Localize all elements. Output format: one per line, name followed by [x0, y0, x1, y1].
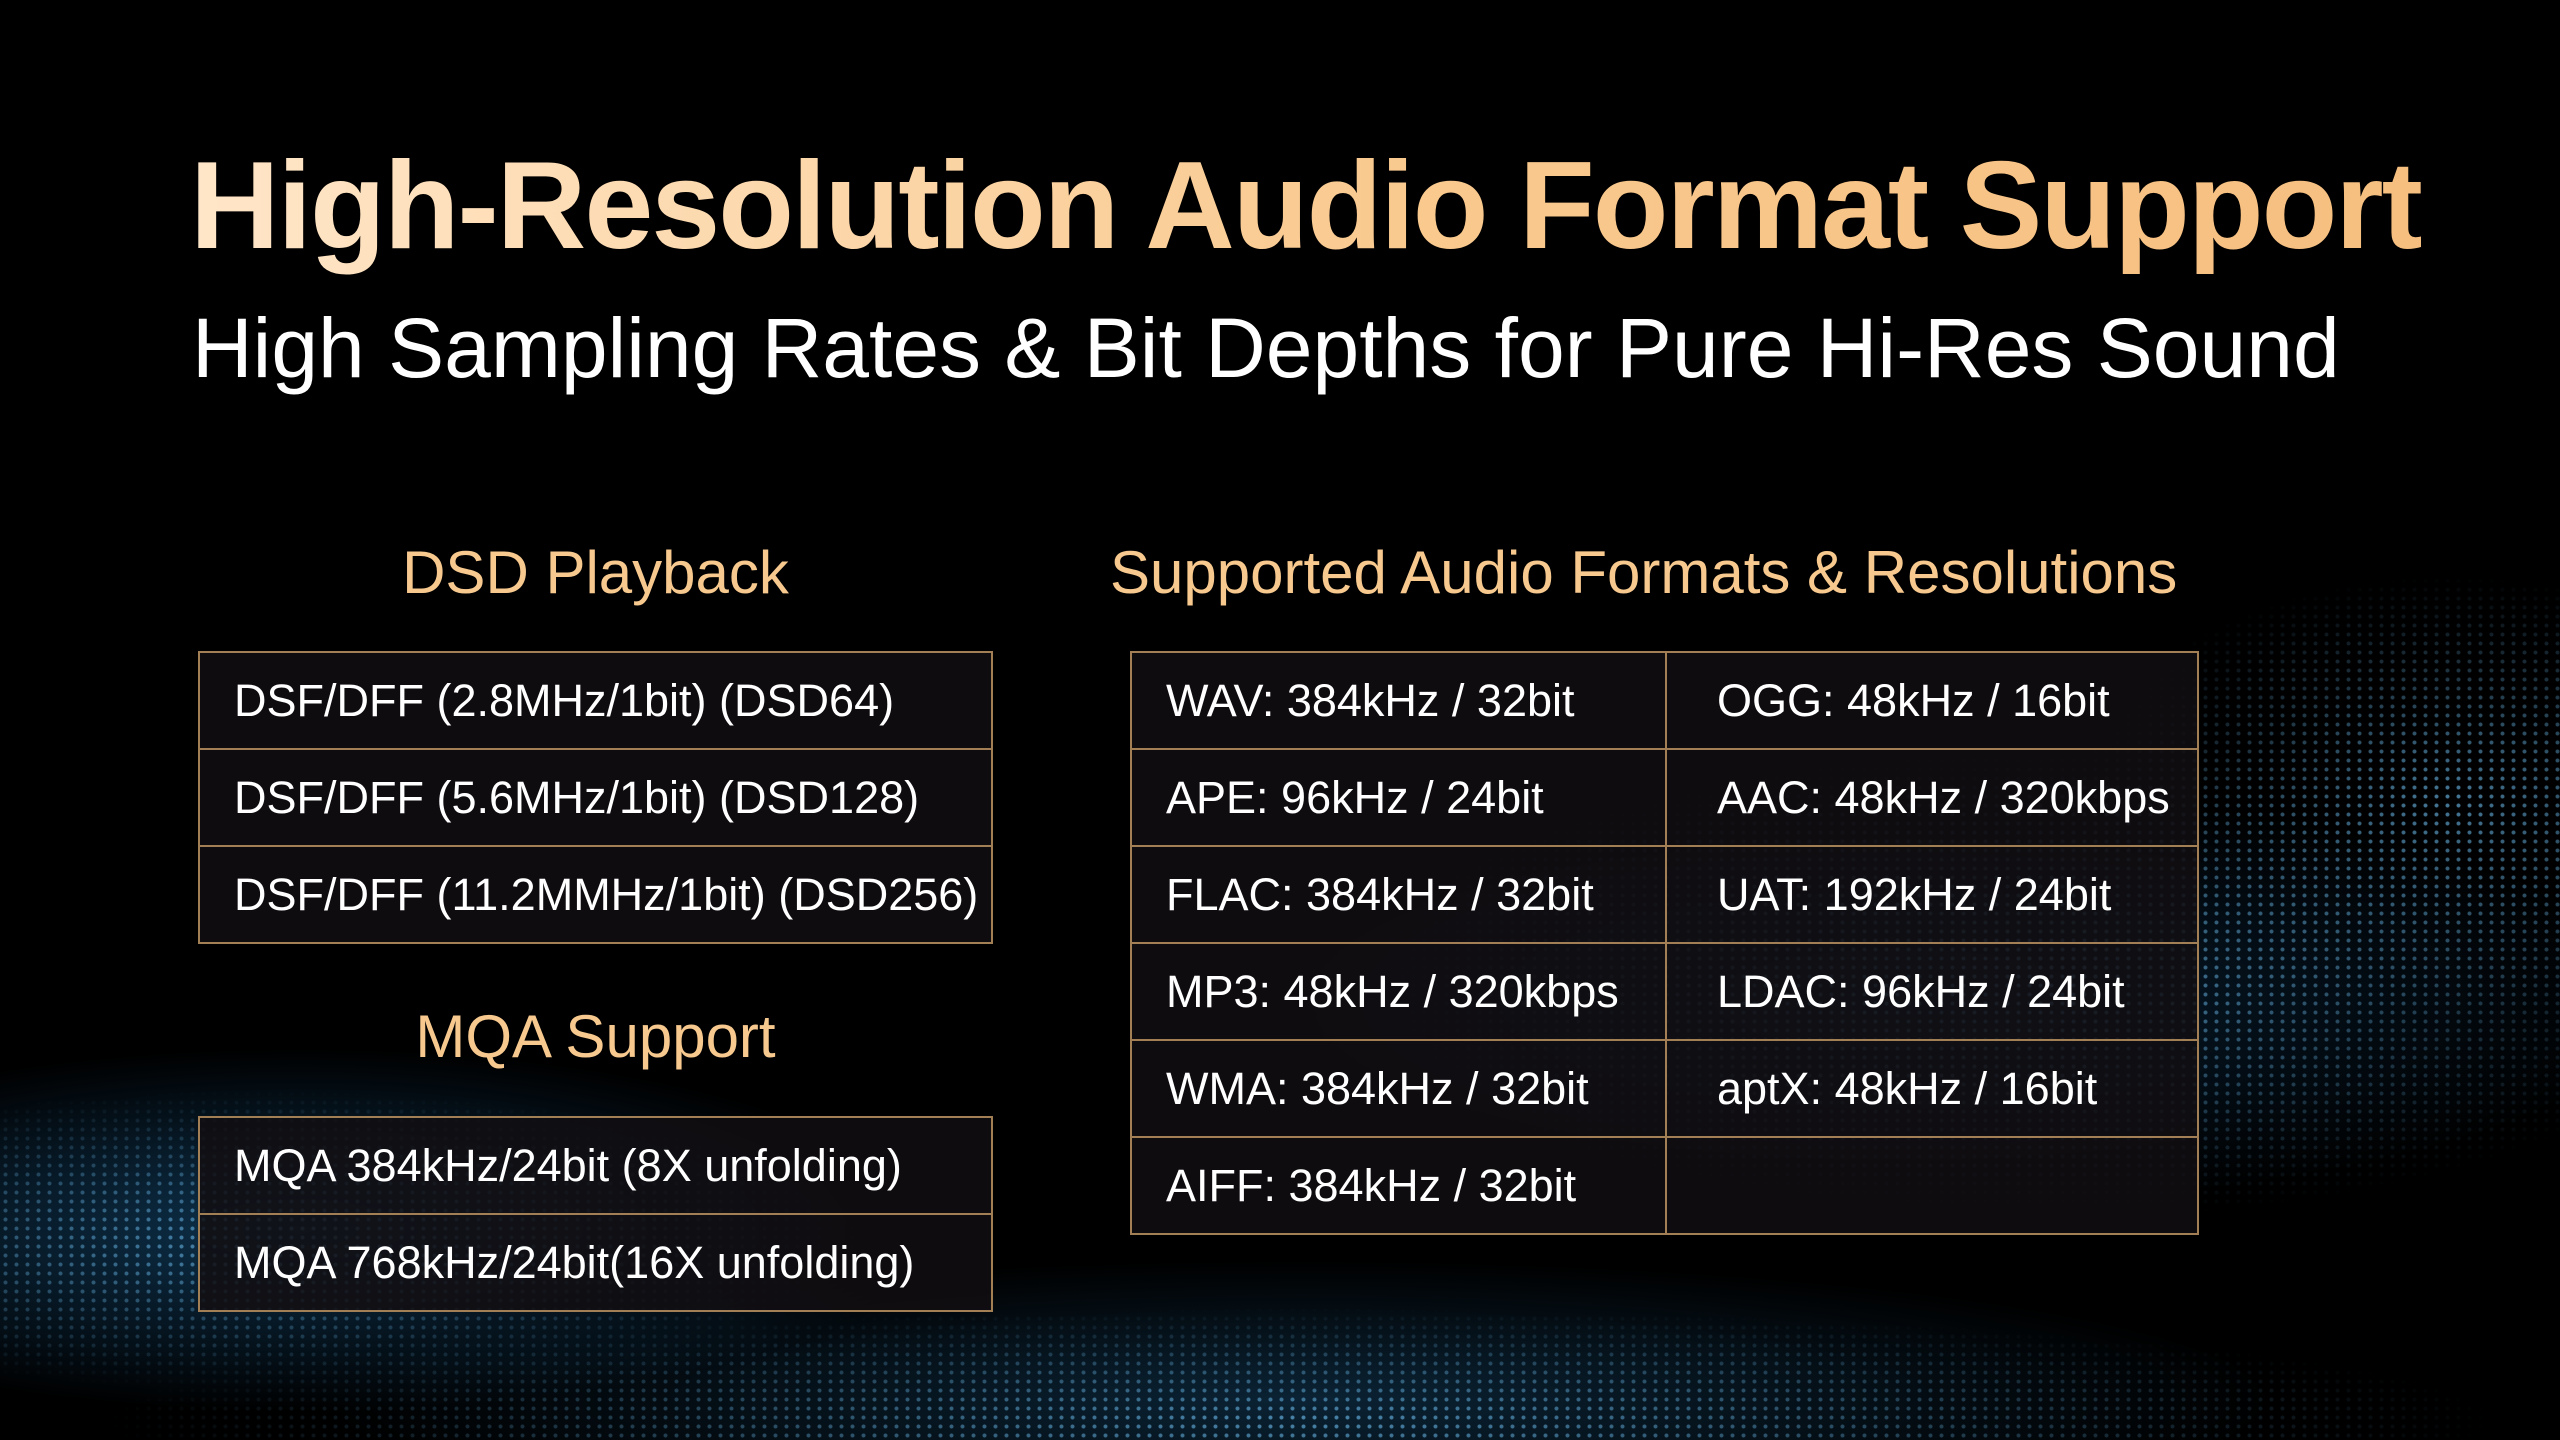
table-row: DSF/DFF (11.2MMHz/1bit) (DSD256) [198, 845, 993, 944]
table-cell-empty [1665, 1136, 2199, 1235]
table-cell: APE: 96kHz / 24bit [1130, 748, 1667, 847]
table-cell: WMA: 384kHz / 32bit [1130, 1039, 1667, 1138]
page-title: High-Resolution Audio Format Support [190, 137, 2423, 275]
table-cell: MP3: 48kHz / 320kbps [1130, 942, 1667, 1041]
table-cell: DSF/DFF (11.2MMHz/1bit) (DSD256) [198, 845, 993, 944]
table-row: APE: 96kHz / 24bit AAC: 48kHz / 320kbps [1130, 748, 2199, 847]
dsd-table: DSF/DFF (2.8MHz/1bit) (DSD64) DSF/DFF (5… [198, 651, 993, 944]
formats-table: WAV: 384kHz / 32bit OGG: 48kHz / 16bit AP… [1130, 651, 2199, 1235]
table-cell: MQA 384kHz/24bit (8X unfolding) [198, 1116, 993, 1215]
table-cell: MQA 768kHz/24bit(16X unfolding) [198, 1213, 993, 1312]
table-cell: AAC: 48kHz / 320kbps [1665, 748, 2199, 847]
table-row: MQA 384kHz/24bit (8X unfolding) [198, 1116, 993, 1215]
table-row: DSF/DFF (5.6MHz/1bit) (DSD128) [198, 748, 993, 847]
mqa-table: MQA 384kHz/24bit (8X unfolding) MQA 768k… [198, 1116, 993, 1312]
table-row: MP3: 48kHz / 320kbps LDAC: 96kHz / 24bit [1130, 942, 2199, 1041]
table-cell: DSF/DFF (2.8MHz/1bit) (DSD64) [198, 651, 993, 750]
table-row: DSF/DFF (2.8MHz/1bit) (DSD64) [198, 651, 993, 750]
table-cell: OGG: 48kHz / 16bit [1665, 651, 2199, 750]
table-cell: LDAC: 96kHz / 24bit [1665, 942, 2199, 1041]
table-cell: FLAC: 384kHz / 32bit [1130, 845, 1667, 944]
table-cell: aptX: 48kHz / 16bit [1665, 1039, 2199, 1138]
table-row: WAV: 384kHz / 32bit OGG: 48kHz / 16bit [1130, 651, 2199, 750]
page-subtitle: High Sampling Rates & Bit Depths for Pur… [192, 301, 2340, 395]
table-row: AIFF: 384kHz / 32bit [1130, 1136, 2199, 1235]
table-row: FLAC: 384kHz / 32bit UAT: 192kHz / 24bit [1130, 845, 2199, 944]
table-cell: UAT: 192kHz / 24bit [1665, 845, 2199, 944]
table-row: MQA 768kHz/24bit(16X unfolding) [198, 1213, 993, 1312]
mqa-heading: MQA Support [415, 1003, 776, 1070]
formats-heading: Supported Audio Formats & Resolutions [1110, 539, 2178, 606]
table-cell: DSF/DFF (5.6MHz/1bit) (DSD128) [198, 748, 993, 847]
table-row: WMA: 384kHz / 32bit aptX: 48kHz / 16bit [1130, 1039, 2199, 1138]
dsd-heading: DSD Playback [402, 539, 789, 606]
table-cell: AIFF: 384kHz / 32bit [1130, 1136, 1667, 1235]
table-cell: WAV: 384kHz / 32bit [1130, 651, 1667, 750]
